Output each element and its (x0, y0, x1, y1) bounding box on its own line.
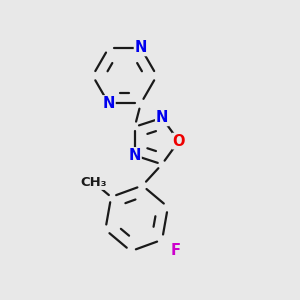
Text: N: N (129, 148, 141, 163)
Text: N: N (103, 96, 115, 111)
Text: F: F (170, 243, 180, 258)
Text: O: O (172, 134, 185, 148)
Text: N: N (156, 110, 168, 125)
Text: CH₃: CH₃ (81, 176, 107, 189)
Text: N: N (135, 40, 147, 56)
